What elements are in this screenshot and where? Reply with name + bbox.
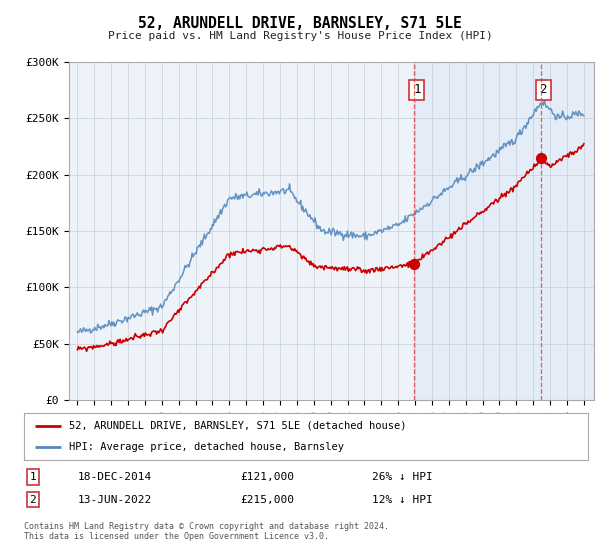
Text: 2: 2	[29, 494, 37, 505]
Text: 2: 2	[539, 83, 547, 96]
Text: 13-JUN-2022: 13-JUN-2022	[78, 494, 152, 505]
Point	[536, 153, 545, 162]
Text: HPI: Average price, detached house, Barnsley: HPI: Average price, detached house, Barn…	[69, 442, 344, 452]
Text: £121,000: £121,000	[240, 472, 294, 482]
Text: £215,000: £215,000	[240, 494, 294, 505]
Text: 1: 1	[413, 83, 421, 96]
Bar	[415, 62, 594, 400]
Text: 52, ARUNDELL DRIVE, BARNSLEY, S71 5LE (detached house): 52, ARUNDELL DRIVE, BARNSLEY, S71 5LE (d…	[69, 421, 407, 431]
Text: 18-DEC-2014: 18-DEC-2014	[78, 472, 152, 482]
Text: Contains HM Land Registry data © Crown copyright and database right 2024.
This d: Contains HM Land Registry data © Crown c…	[24, 522, 389, 542]
Text: Price paid vs. HM Land Registry's House Price Index (HPI): Price paid vs. HM Land Registry's House …	[107, 31, 493, 41]
Text: 1: 1	[29, 472, 37, 482]
Text: 26% ↓ HPI: 26% ↓ HPI	[372, 472, 433, 482]
Point	[410, 259, 419, 268]
Text: 52, ARUNDELL DRIVE, BARNSLEY, S71 5LE: 52, ARUNDELL DRIVE, BARNSLEY, S71 5LE	[138, 16, 462, 31]
Text: 12% ↓ HPI: 12% ↓ HPI	[372, 494, 433, 505]
